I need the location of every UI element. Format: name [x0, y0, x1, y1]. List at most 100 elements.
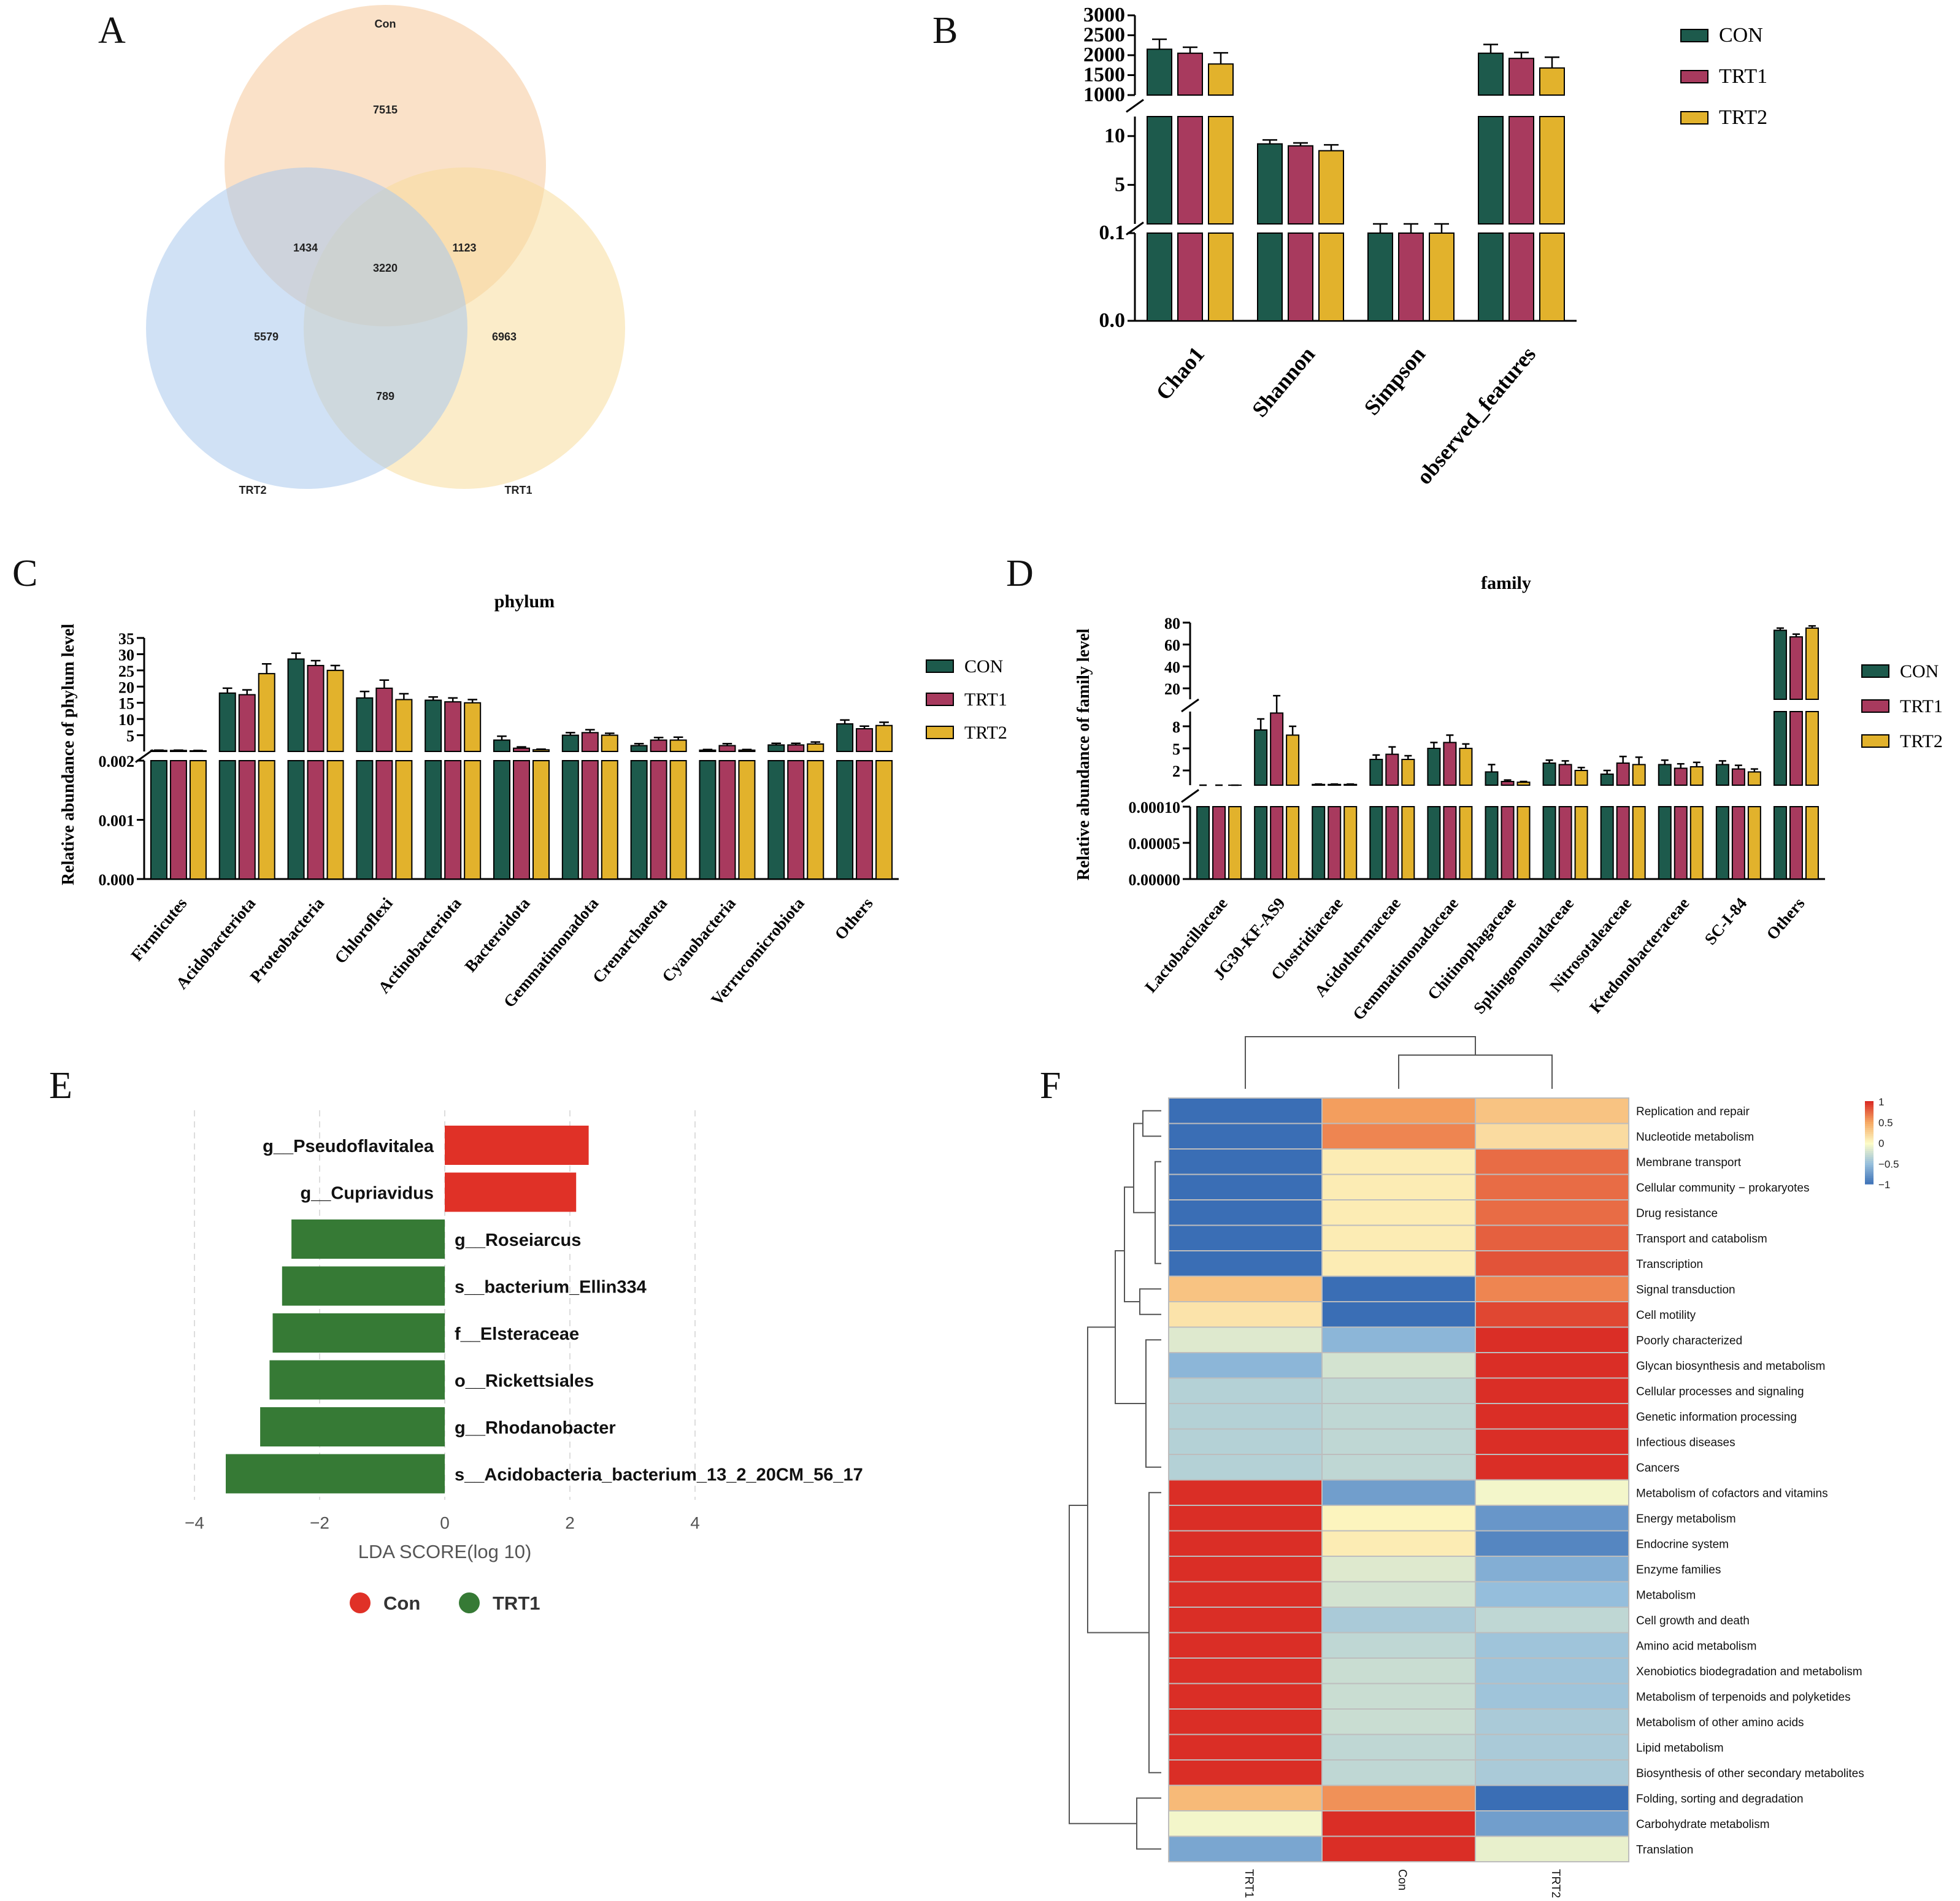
bar-trt1	[307, 760, 325, 880]
venn-diagram: Con TRT1 TRT2 7515 1434 1123 3220 5579 6963 789	[146, 5, 625, 496]
colorbar-segment	[1865, 1142, 1874, 1145]
bar-con	[836, 723, 854, 752]
heatmap-cell	[1321, 1581, 1476, 1608]
bar-con	[1773, 629, 1787, 700]
heatmap-cell	[1475, 1097, 1629, 1124]
bar-trt2	[1539, 232, 1565, 321]
bar-trt2	[1401, 759, 1415, 786]
heatmap-row-label: Membrane transport	[1636, 1156, 1742, 1169]
heatmap-row-label: Translation	[1636, 1843, 1693, 1856]
heatmap-cell	[1475, 1224, 1629, 1251]
y-tick-label: 5	[1115, 173, 1125, 196]
heatmap-cell	[1475, 1301, 1629, 1328]
heatmap-cell	[1321, 1607, 1476, 1634]
heatmap-cell	[1168, 1173, 1323, 1200]
heatmap-cell	[1168, 1607, 1323, 1634]
legend-label: Con	[383, 1592, 420, 1614]
bar-trt2	[1343, 806, 1358, 880]
dendro-branch	[1398, 1054, 1553, 1089]
panel-label-f: F	[1040, 1065, 1061, 1107]
colorbar-tick-label: 0	[1878, 1138, 1884, 1150]
category-label: Bacteroidota	[461, 894, 533, 975]
y-axis-label: Relative abundance of phylum level	[59, 624, 78, 885]
bar-trt1	[856, 728, 874, 752]
bar-con	[1367, 232, 1393, 321]
heatmap-cell	[1321, 1454, 1476, 1481]
colorbar-segment	[1865, 1144, 1874, 1148]
bar-trt1	[1177, 52, 1203, 96]
bar-trt1	[1177, 232, 1203, 321]
legend-label: TRT1	[1719, 65, 1767, 88]
panel-labels: A B C D E F	[12, 10, 1061, 1107]
bar-con	[1427, 748, 1441, 786]
heatmap-cell	[1321, 1199, 1476, 1226]
bar-con	[1369, 806, 1383, 880]
bar-con	[630, 760, 648, 880]
bar-con	[1254, 729, 1268, 786]
bar-trt1	[1443, 742, 1457, 786]
chart-title: family	[1481, 573, 1531, 593]
bar-trt2	[258, 760, 275, 880]
bar-trt1	[1270, 806, 1284, 880]
heatmap-row-label: Metabolism of cofactors and vitamins	[1636, 1487, 1828, 1500]
bar-trt2	[532, 760, 550, 880]
bar-con	[1257, 143, 1283, 225]
bar-con	[1715, 764, 1729, 786]
heatmap-cell	[1168, 1784, 1323, 1811]
category-label: Cyanobacteria	[658, 894, 739, 985]
colorbar-segment	[1865, 1175, 1874, 1178]
bar-con	[1773, 711, 1787, 786]
bar-trt1	[1789, 711, 1803, 786]
bar-trt2	[875, 724, 893, 752]
bar-con	[356, 697, 374, 753]
heatmap-cell	[1475, 1454, 1629, 1481]
bar-con	[150, 760, 167, 880]
heatmap-cell	[1168, 1759, 1323, 1786]
colorbar-tick-label: 1	[1878, 1096, 1884, 1108]
y-tick-label: 2000	[1083, 44, 1125, 66]
heatmap-row-label: Enzyme families	[1636, 1564, 1721, 1576]
colorbar-segment	[1865, 1118, 1874, 1121]
bar-trt1	[169, 760, 187, 880]
y-tick-label: 80	[1164, 615, 1180, 632]
bar-con	[1542, 762, 1556, 786]
x-tick-label: −2	[310, 1513, 329, 1532]
bar-trt2	[1805, 806, 1819, 880]
lda-bar-label: o__Rickettsiales	[455, 1372, 594, 1391]
bar-trt1	[513, 760, 530, 880]
y-tick-label: 0.1	[1099, 221, 1126, 244]
legend-swatch-trt2	[926, 726, 954, 739]
bar-trt2	[875, 760, 893, 880]
bar-trt2	[532, 749, 550, 753]
bar-trt2	[1574, 806, 1588, 880]
bar-trt2	[1747, 771, 1761, 786]
bar-trt1	[1674, 767, 1688, 786]
y-tick-label: 2	[1172, 762, 1180, 780]
y-tick-label: 3000	[1083, 4, 1125, 26]
bar-trt1	[1731, 768, 1745, 786]
bar-trt1	[650, 739, 667, 752]
bar-con	[1478, 52, 1504, 96]
x-axis-label: LDA SCORE(log 10)	[358, 1541, 532, 1562]
y-tick-label: 5	[1172, 740, 1180, 758]
lda-bar-label: g__Pseudoflavitalea	[263, 1137, 434, 1156]
bar-trt1	[718, 760, 736, 880]
bar-trt2	[395, 760, 413, 880]
bar-con	[425, 760, 442, 880]
bar-trt2	[1208, 232, 1234, 321]
bar-con	[1147, 116, 1172, 225]
heatmap-row-label: Transcription	[1636, 1258, 1703, 1271]
heatmap-cell	[1168, 1199, 1323, 1226]
bar-trt2	[464, 760, 482, 880]
dendro-branch	[1087, 1326, 1149, 1634]
legend-swatch-trt2	[1680, 111, 1708, 125]
bar-con	[561, 760, 579, 880]
legend-label: TRT2	[964, 723, 1007, 743]
legend-label: TRT1	[493, 1592, 540, 1614]
bar-con	[836, 760, 854, 880]
colorbar-segment	[1865, 1161, 1874, 1164]
legend-label: CON	[1719, 24, 1763, 47]
y-tick-label: 25	[118, 662, 134, 680]
lda-bar-con	[445, 1126, 589, 1165]
